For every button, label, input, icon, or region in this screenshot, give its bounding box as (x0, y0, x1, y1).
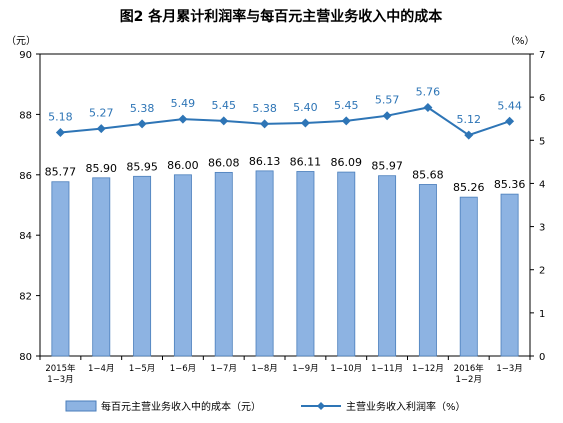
line-value-label: 5.38 (252, 102, 277, 115)
bar-value-label: 85.26 (453, 181, 485, 194)
line-marker (137, 119, 147, 129)
bar (214, 171, 233, 357)
x-tick-label: 1−9月 (292, 364, 318, 374)
bar (459, 196, 478, 357)
legend-line-marker (317, 402, 325, 410)
line-value-label: 5.76 (416, 85, 441, 98)
left-axis: 80 82 84 86 88 90 (19, 50, 40, 363)
right-tick-label: 3 (539, 223, 545, 234)
bar-value-label: 85.36 (494, 178, 526, 191)
bar (378, 175, 397, 357)
legend-bar-label: 每百元主营业务收入中的成本（元） (101, 400, 261, 413)
right-tick-label: 2 (539, 266, 545, 277)
bar-value-label: 86.08 (208, 156, 240, 169)
line-value-label: 5.27 (89, 107, 114, 120)
line-marker (423, 102, 433, 112)
line-value-label: 5.45 (334, 99, 359, 112)
bar (133, 175, 152, 357)
right-tick-label: 7 (539, 50, 545, 61)
x-tick-label: 1−10月 (330, 364, 362, 374)
legend-bar-swatch (65, 400, 97, 412)
legend-line-label: 主营业务收入利润率（%） (346, 400, 466, 413)
line-marker (178, 114, 188, 124)
bar-value-label: 86.00 (167, 159, 199, 172)
plot-frame (39, 53, 531, 357)
x-tick-label: 1−8月 (251, 364, 277, 374)
x-tick-label: 1−5月 (129, 364, 155, 374)
line-marker (260, 119, 270, 129)
line-value-label: 5.38 (130, 102, 155, 115)
line-marker (219, 116, 229, 126)
left-tick-label: 80 (19, 352, 32, 363)
line-marker (96, 124, 106, 134)
x-tick-label: 1−2月 (456, 375, 482, 385)
bar (92, 177, 111, 357)
x-tick-label: 2016年 (454, 363, 485, 374)
bar (296, 171, 315, 357)
line-marker (464, 130, 474, 140)
plot-border (39, 53, 531, 357)
line-marker (341, 116, 351, 126)
line-value-label: 5.45 (212, 99, 237, 112)
bar-value-label: 85.95 (126, 160, 158, 173)
bar (173, 174, 192, 357)
line-value-label: 5.57 (375, 94, 400, 107)
left-tick-label: 84 (19, 231, 32, 242)
line-path (60, 106, 510, 137)
x-tick-label: 1−3月 (47, 375, 73, 385)
x-tick-label: 2015年 (45, 363, 76, 374)
left-tick-label: 90 (19, 50, 32, 61)
bar (500, 193, 519, 357)
left-tick-label: 82 (19, 292, 32, 303)
bar-value-label: 85.68 (412, 168, 444, 181)
x-tick-label: 1−11月 (371, 364, 403, 374)
bar (418, 184, 437, 357)
line-labels: 5.18 5.27 5.38 5.49 5.45 5.38 5.40 5.45 5.57 5.76… (48, 85, 522, 126)
bar-value-label: 86.11 (290, 155, 322, 168)
line-marker (55, 128, 65, 138)
x-tick-label: 1−7月 (211, 364, 237, 374)
right-tick-label: 6 (539, 93, 545, 104)
bar-series (51, 170, 519, 357)
x-tick-label: 1−3月 (496, 364, 522, 374)
left-tick-label: 86 (19, 171, 32, 182)
bar-value-label: 86.13 (249, 155, 281, 168)
right-tick-label: 1 (539, 309, 545, 320)
bar-value-label: 85.77 (45, 166, 77, 179)
bar (255, 170, 274, 357)
right-tick-label: 4 (539, 179, 545, 190)
line-value-label: 5.40 (293, 101, 318, 114)
x-tick-label: 1−12月 (412, 364, 444, 374)
bar-value-label: 86.09 (331, 156, 363, 169)
bar (337, 171, 356, 357)
bar-value-label: 85.97 (371, 160, 403, 173)
line-value-label: 5.44 (497, 99, 522, 112)
x-tick-label: 1−6月 (170, 364, 196, 374)
line-value-label: 5.49 (171, 97, 196, 110)
legend: 每百元主营业务收入中的成本（元） 主营业务收入利润率（%） (65, 400, 466, 413)
right-tick-label: 0 (539, 352, 545, 363)
x-tick-label: 1−4月 (88, 364, 114, 374)
line-series (55, 102, 515, 140)
right-axis: 0 1 2 3 4 5 6 7 (530, 50, 545, 363)
line-value-label: 5.12 (457, 113, 482, 126)
bar-labels: 85.77 85.90 85.95 86.00 86.08 86.13 86.11 86.09… (45, 155, 526, 194)
chart-title: 图2 各月累计利润率与每百元主营业务收入中的成本 (120, 8, 444, 25)
left-axis-unit: （元） (6, 35, 36, 47)
left-tick-label: 88 (19, 110, 32, 121)
right-axis-unit: （%） (505, 35, 535, 47)
line-marker (382, 111, 392, 121)
line-value-label: 5.18 (48, 111, 73, 124)
bar-value-label: 85.90 (86, 162, 118, 175)
line-marker (505, 116, 515, 126)
line-marker (300, 118, 310, 128)
right-tick-label: 5 (539, 136, 545, 147)
bar (51, 181, 70, 357)
